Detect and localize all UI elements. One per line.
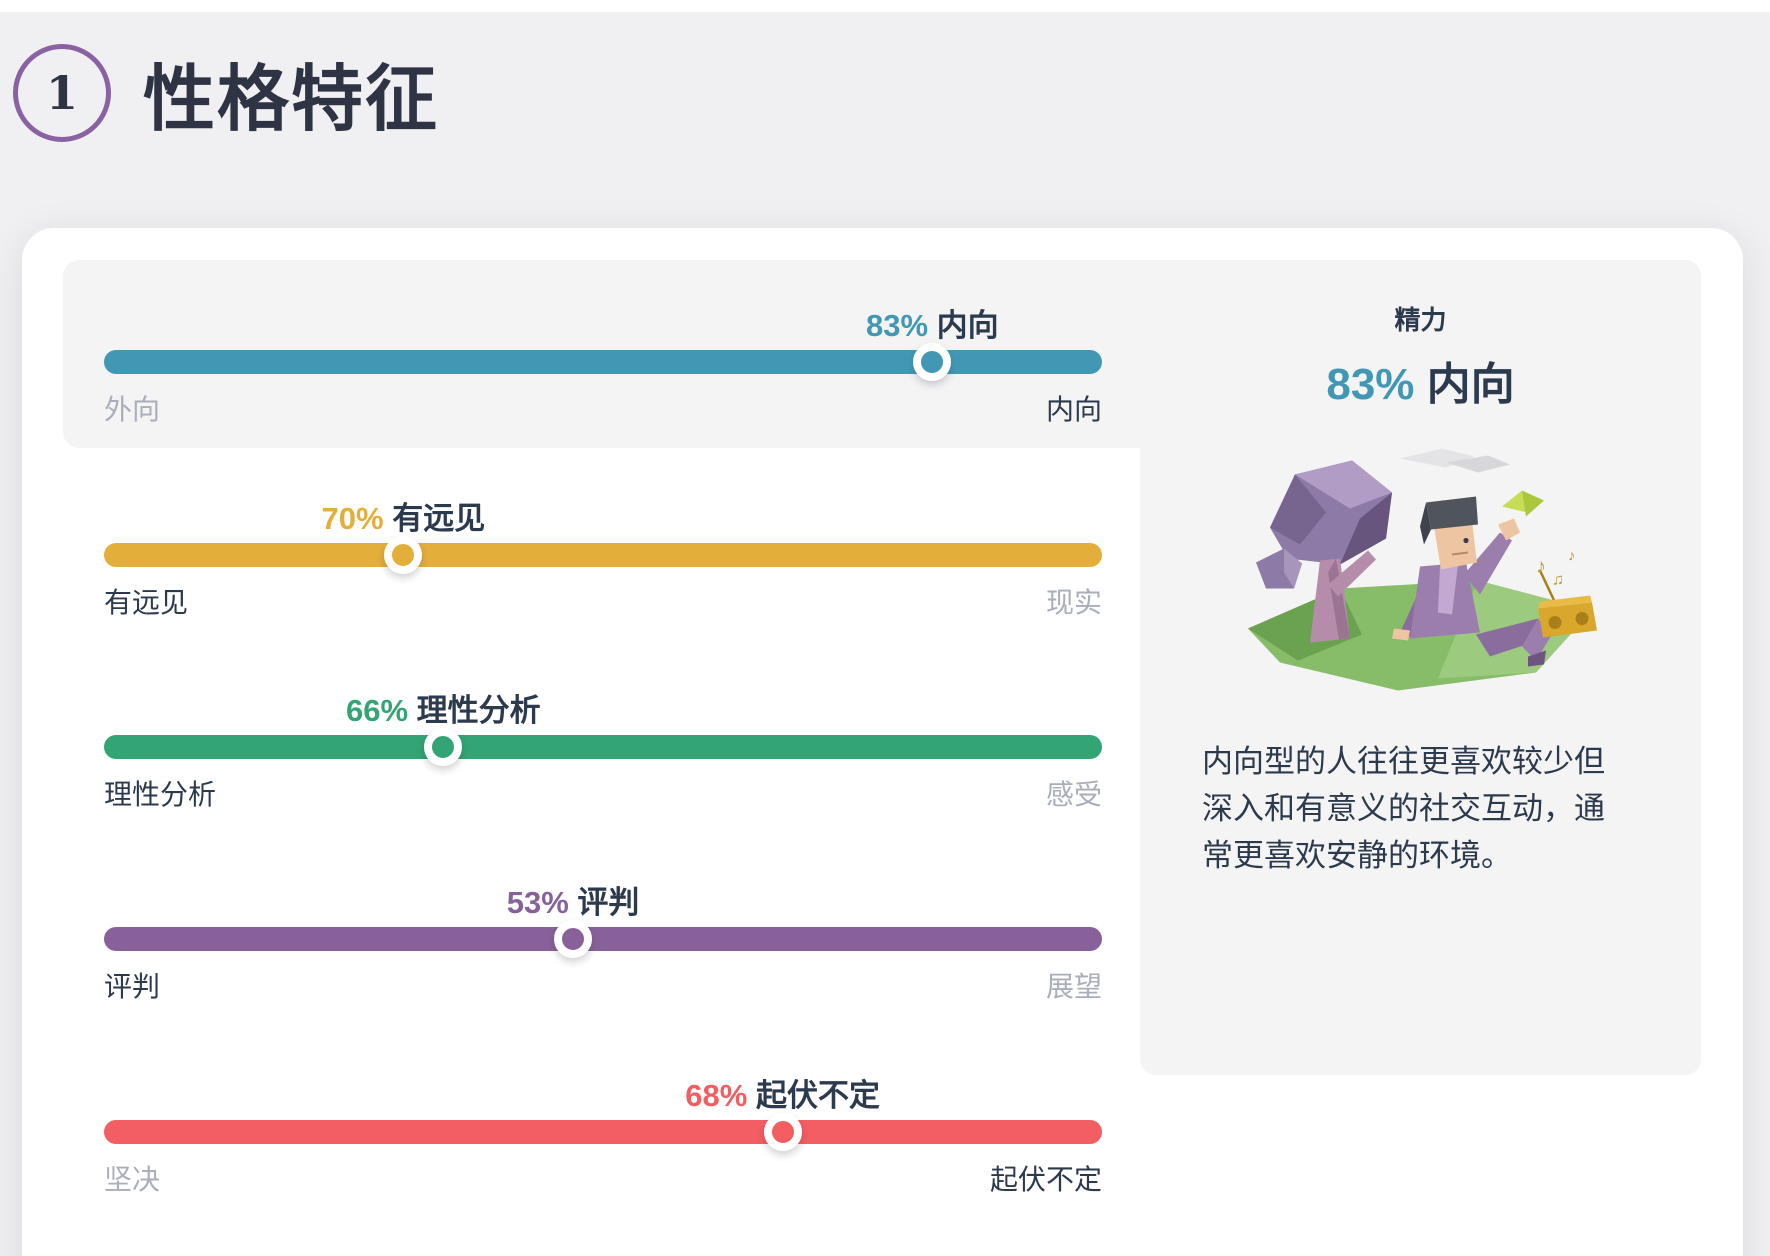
trait-slider-track [104, 1113, 1102, 1151]
music-note-icon: ♪ [1568, 548, 1576, 565]
person-legs [1476, 618, 1550, 657]
trait-value-label: 70% 有远见 [322, 493, 486, 538]
trait-value-label: 83% 内向 [866, 300, 999, 345]
trait-row-nature: 66% 理性分析 理性分析 感受 [104, 685, 1102, 815]
trait-percent: 68% [685, 1078, 748, 1113]
cloud-icon [1446, 455, 1510, 473]
section-number-badge: 1 [13, 43, 111, 142]
trait-slider-handle[interactable] [384, 536, 423, 574]
trait-name: 理性分析 [416, 693, 541, 728]
panel-trait-headline: 83% 内向 [1140, 348, 1701, 412]
trait-percent: 66% [345, 693, 409, 728]
trait-right-label: 现实 [1045, 587, 1102, 618]
trait-left-label: 外向 [104, 394, 161, 425]
music-note-icon: ♪ [1536, 556, 1546, 578]
trait-slider-track [104, 920, 1102, 958]
trait-row-identity: 68% 起伏不定 坚决 起伏不定 [104, 1070, 1102, 1200]
trait-row-mind: 83% 内向 外向 内向 [104, 300, 1102, 430]
trait-right-label: 感受 [1045, 779, 1102, 810]
trait-right-label: 展望 [1045, 971, 1102, 1002]
trait-row-energy: 70% 有远见 有远见 现实 [104, 493, 1102, 623]
trait-left-label: 坚决 [104, 1164, 161, 1195]
trait-right-label: 内向 [1045, 394, 1102, 425]
person-hair [1426, 496, 1478, 530]
trait-slider-track [104, 728, 1102, 766]
trait-slider-track [104, 536, 1102, 574]
trait-slider-track [104, 343, 1102, 381]
section-header: 1 性格特征 [13, 40, 439, 145]
music-note-icon: ♫ [1552, 572, 1564, 589]
trait-value-label: 68% 起伏不定 [685, 1070, 880, 1115]
trait-name: 有远见 [392, 501, 486, 536]
page-title: 性格特征 [143, 60, 440, 140]
trait-percent: 70% [321, 501, 384, 536]
person-arm [1464, 532, 1512, 595]
trait-percent: 83% [865, 308, 929, 343]
panel-category-label: 精力 [1394, 305, 1447, 335]
section-number: 1 [45, 65, 78, 120]
radio-icon [1538, 602, 1597, 638]
trait-description: 内向型的人往往更喜欢较少但深入和有意义的社交互动，通常更喜欢安静的环境。 [1202, 744, 1605, 873]
trait-slider-handle[interactable] [554, 920, 593, 958]
trait-name: 起伏不定 [755, 1078, 880, 1113]
trait-slider-handle[interactable] [913, 343, 952, 381]
previous-card-bottom-edge [0, 0, 1770, 12]
trait-name: 内向 [936, 308, 999, 343]
panel-trait-name: 内向 [1426, 360, 1515, 409]
trait-left-label: 评判 [104, 971, 161, 1002]
introvert-illustration: ♪ ♫ ♪ [1248, 448, 1597, 691]
trait-row-tactics: 53% 评判 评判 展望 [104, 877, 1102, 1007]
person-head [1434, 521, 1477, 570]
trait-slider-handle[interactable] [424, 728, 463, 766]
trait-value-label: 53% 评判 [507, 877, 640, 922]
trait-left-label: 有远见 [104, 587, 189, 618]
panel-percent: 83% [1326, 360, 1415, 409]
trait-value-label: 66% 理性分析 [346, 685, 541, 730]
butterfly-icon [1502, 490, 1527, 513]
trait-percent: 53% [506, 885, 569, 920]
trait-slider-handle[interactable] [763, 1113, 802, 1151]
trait-left-label: 理性分析 [104, 779, 217, 810]
trait-name: 评判 [577, 885, 640, 920]
trait-right-label: 起伏不定 [989, 1164, 1102, 1195]
